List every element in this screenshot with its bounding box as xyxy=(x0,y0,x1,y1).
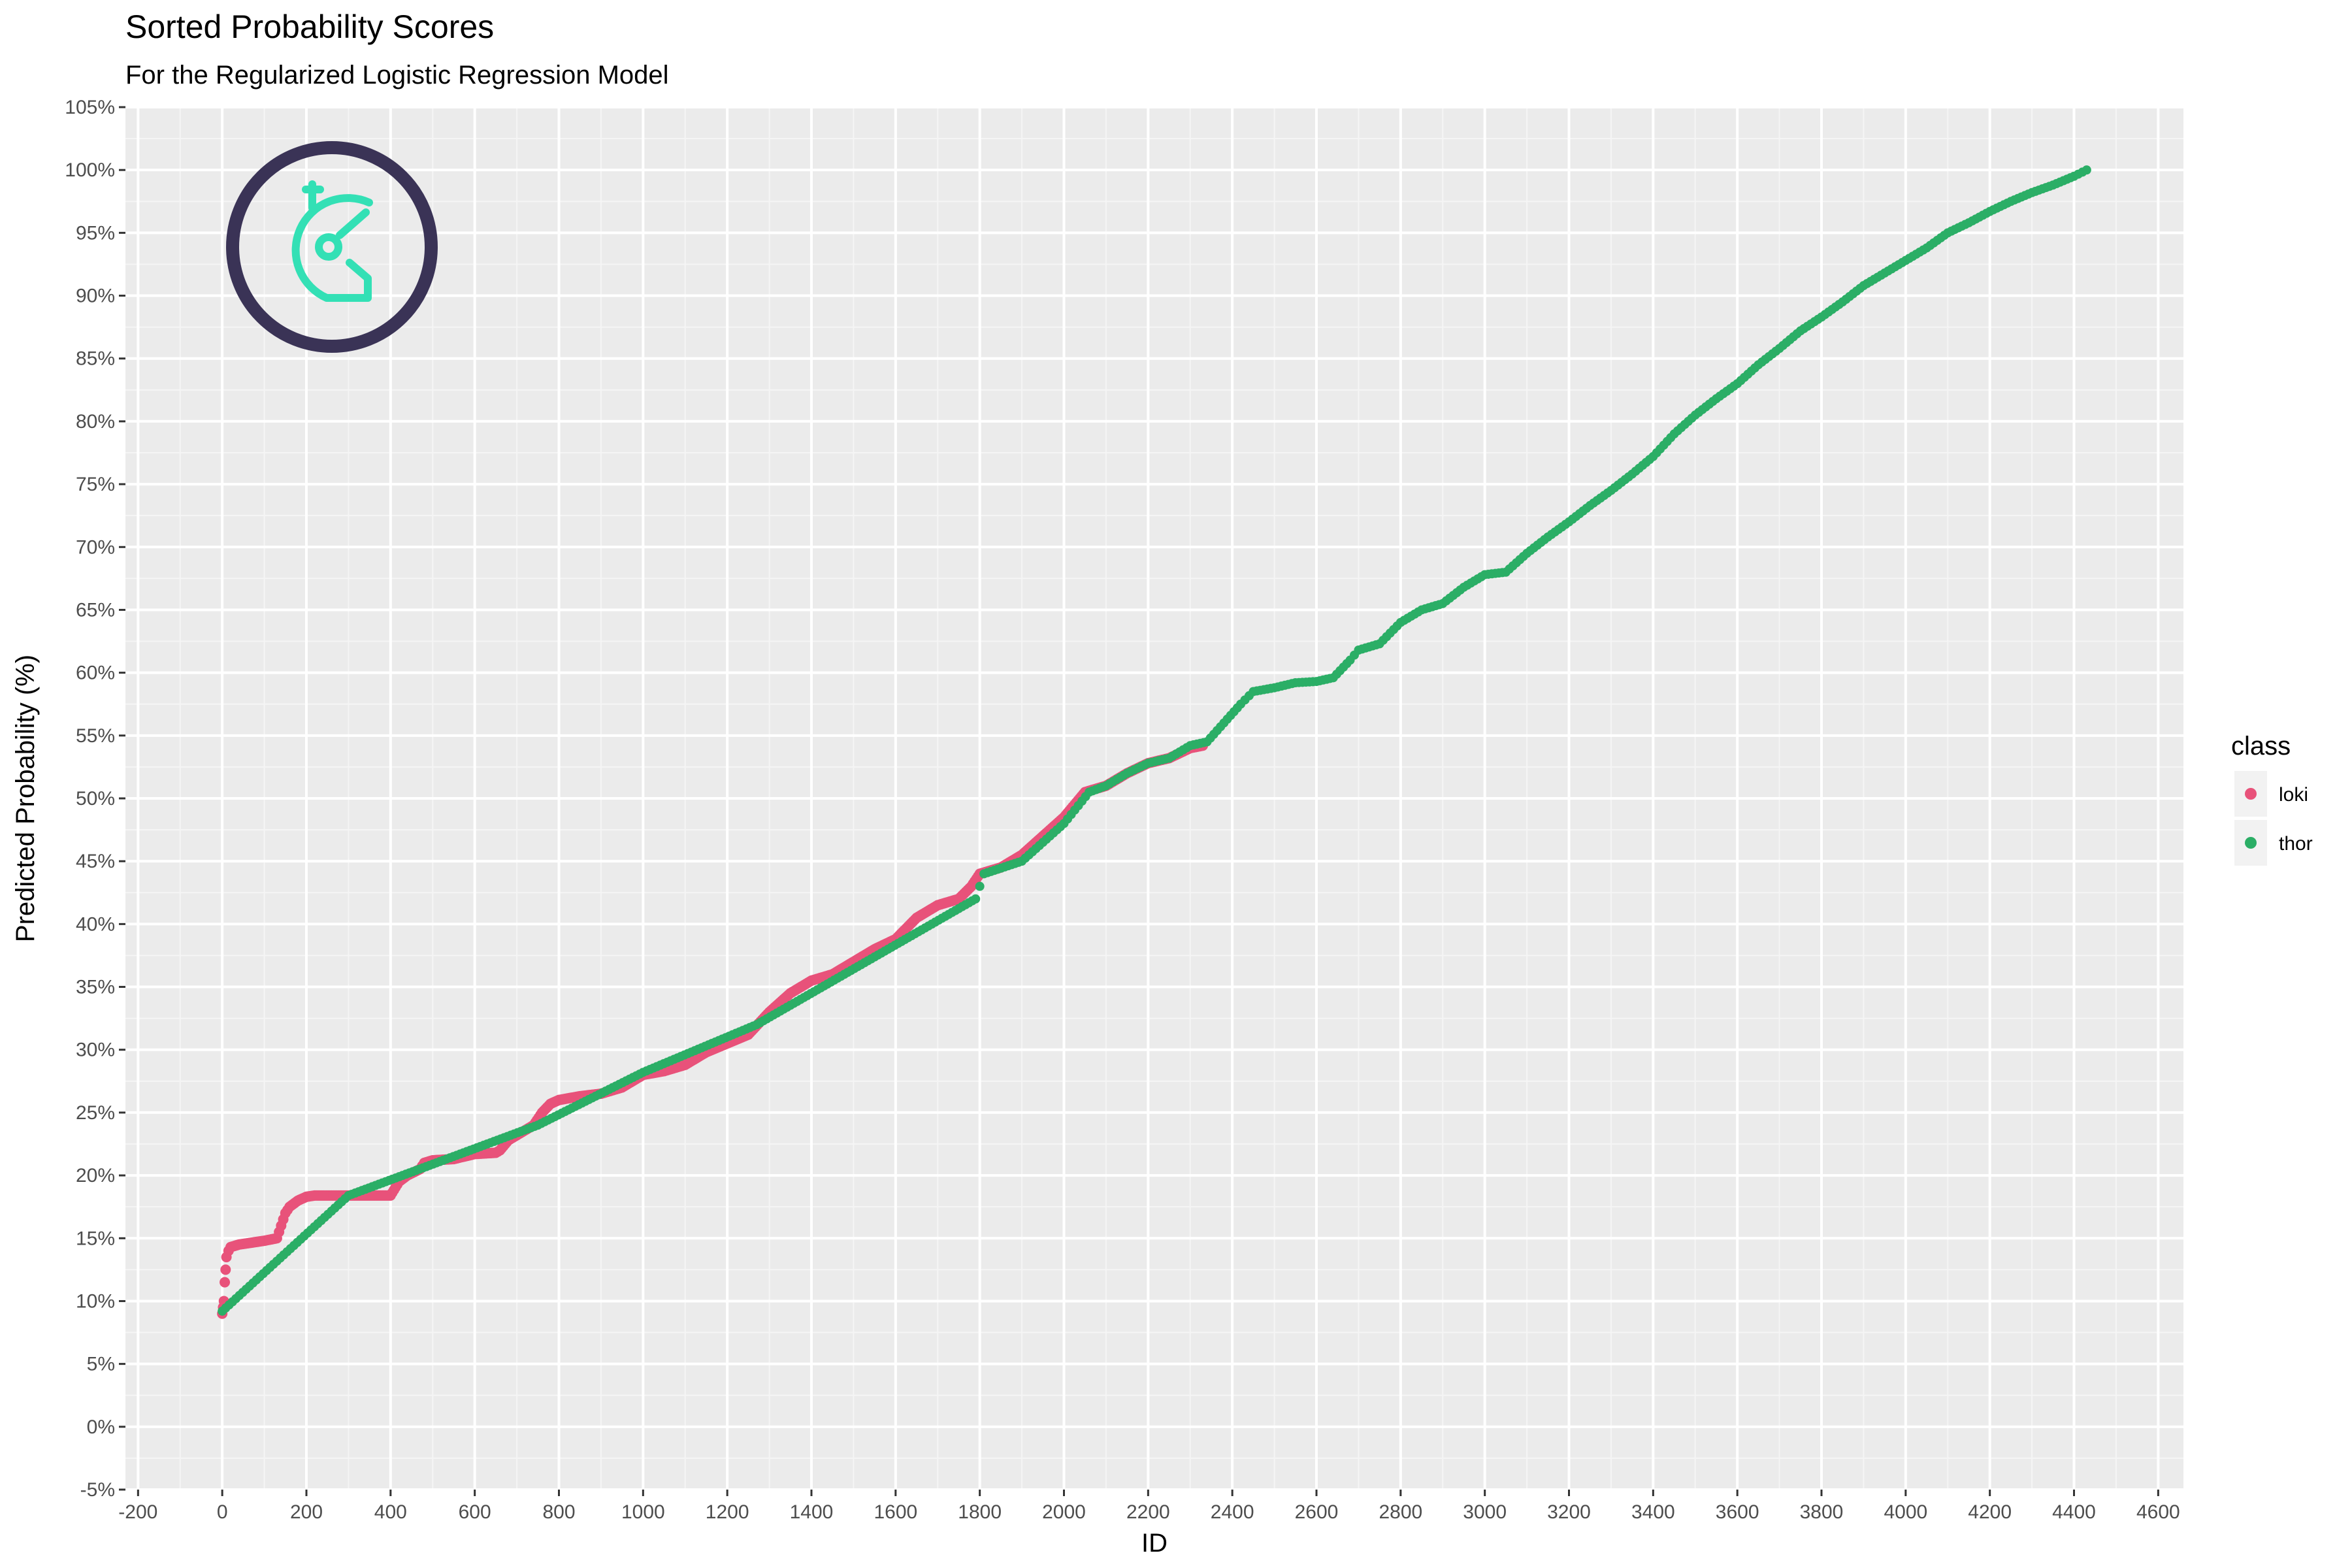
point-loki xyxy=(220,1264,231,1275)
x-tick-label: 2000 xyxy=(1042,1501,1086,1523)
logo-mark xyxy=(291,180,373,302)
legend: class loki thor xyxy=(2231,732,2313,866)
legend-title: class xyxy=(2231,732,2291,760)
x-tick-label: 1200 xyxy=(706,1501,749,1523)
helmet-logo-icon xyxy=(226,141,438,353)
x-tick-label: 2400 xyxy=(1211,1501,1254,1523)
chart-title: Sorted Probability Scores xyxy=(125,8,494,45)
y-tick-label: 85% xyxy=(76,348,115,370)
x-tick-label: 3000 xyxy=(1463,1501,1507,1523)
x-tick-label: 0 xyxy=(217,1501,228,1523)
x-tick-label: 3800 xyxy=(1800,1501,1844,1523)
y-tick-label: 5% xyxy=(87,1354,115,1375)
x-tick-label: 1800 xyxy=(958,1501,1002,1523)
y-tick-label: 80% xyxy=(76,411,115,433)
y-tick-label: 65% xyxy=(76,599,115,621)
point-thor xyxy=(2082,165,2091,175)
point-thor xyxy=(975,881,985,891)
y-tick-label: -5% xyxy=(80,1479,115,1501)
x-tick-label: 1400 xyxy=(790,1501,834,1523)
y-tick-label: 35% xyxy=(76,977,115,998)
legend-swatch-thor xyxy=(2245,837,2257,849)
chart-subtitle: For the Regularized Logistic Regression … xyxy=(125,61,669,90)
legend-swatch-loki xyxy=(2245,788,2257,800)
x-tick-label: 2800 xyxy=(1379,1501,1422,1523)
y-tick-label: 45% xyxy=(76,851,115,872)
y-tick-label: 15% xyxy=(76,1228,115,1249)
x-tick-label: 200 xyxy=(290,1501,323,1523)
y-tick-label: 70% xyxy=(76,536,115,558)
point-loki xyxy=(220,1277,231,1288)
x-axis-title: ID xyxy=(1141,1529,1168,1558)
x-tick-label: 600 xyxy=(459,1501,491,1523)
x-tick-label: 4200 xyxy=(1968,1501,2012,1523)
x-tick-label: 1600 xyxy=(874,1501,917,1523)
point-thor xyxy=(971,894,981,904)
y-tick-label: 40% xyxy=(76,913,115,935)
x-tick-label: 1000 xyxy=(621,1501,665,1523)
logo-ring xyxy=(226,141,438,353)
x-tick-label: 4400 xyxy=(2052,1501,2096,1523)
y-axis: -5% 0% 5% 10% 15% 20% 25% 30% 35% 40% 45% 50% 55% 60%… xyxy=(65,97,125,1501)
x-tick-label: -200 xyxy=(118,1501,157,1523)
x-tick-label: 4000 xyxy=(1884,1501,1927,1523)
y-tick-label: 20% xyxy=(76,1165,115,1186)
y-tick-label: 60% xyxy=(76,662,115,684)
x-tick-label: 800 xyxy=(542,1501,575,1523)
x-tick-label: 4600 xyxy=(2136,1501,2180,1523)
y-tick-label: 10% xyxy=(76,1290,115,1312)
points-layer xyxy=(217,165,2091,1319)
y-tick-label: 30% xyxy=(76,1039,115,1061)
y-axis-title: Predicted Probability (%) xyxy=(11,655,40,942)
y-tick-label: 55% xyxy=(76,725,115,747)
y-tick-label: 25% xyxy=(76,1102,115,1124)
y-tick-label: 105% xyxy=(65,97,115,118)
x-tick-label: 3600 xyxy=(1716,1501,1759,1523)
x-tick-label: 3400 xyxy=(1631,1501,1675,1523)
x-tick-label: 400 xyxy=(374,1501,407,1523)
x-tick-label: 2200 xyxy=(1126,1501,1170,1523)
y-tick-label: 75% xyxy=(76,474,115,495)
x-axis: -200 0 200 400 600 800 1000 1200 1400 1600 1800 200… xyxy=(118,1490,2180,1523)
y-tick-label: 100% xyxy=(65,159,115,181)
x-tick-label: 2600 xyxy=(1295,1501,1339,1523)
x-tick-label: 3200 xyxy=(1547,1501,1591,1523)
y-tick-label: 0% xyxy=(87,1416,115,1438)
y-tick-label: 90% xyxy=(76,286,115,307)
legend-label-thor: thor xyxy=(2279,833,2313,855)
y-tick-label: 95% xyxy=(76,222,115,244)
series-thor xyxy=(218,165,2091,1316)
y-tick-label: 50% xyxy=(76,788,115,809)
legend-label-loki: loki xyxy=(2279,784,2308,806)
grid-layer xyxy=(125,106,2183,1491)
